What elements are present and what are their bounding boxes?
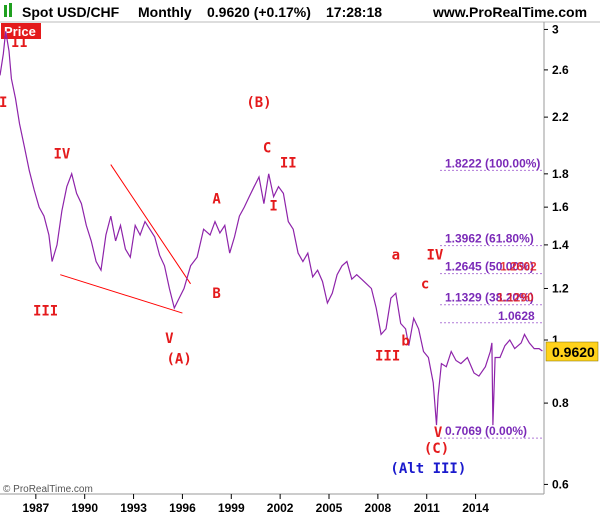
fib-level-label: 1.2645 (50.00%) [445,260,534,274]
price-badge-bg [1,23,41,39]
last-price-tag-bg [545,341,599,362]
wave-label: II [280,156,297,172]
y-tick-label: 1.2 [552,281,569,295]
header-period: Monthly [138,4,192,20]
y-tick-label: 1.8 [552,167,569,181]
x-tick-label: 2014 [462,501,489,515]
candle-icon [4,5,7,17]
fib-levels: 1.8222 (100.00%) 1.3962 (61.80%) 1.2645 (5… [440,156,544,439]
y-tick-label: 2.6 [552,63,569,77]
x-ticks: 1987 1990 1993 1996 1999 2002 2005 2008 2011 2014 [22,494,489,515]
last-price-tag: 0.9620 [552,344,595,360]
fib-overlap-label: 1.1290 [497,291,534,305]
y-tick-label: 2.2 [552,110,569,124]
wave-label: B [212,286,220,302]
trendlines [60,164,191,314]
wave-label: I [269,199,277,215]
fib-level-label: 1.8222 (100.00%) [445,156,540,170]
fib-overlap-label: 1.2602 [500,260,537,274]
x-tick-label: 2008 [365,501,392,515]
x-tick-label: 1990 [71,501,98,515]
x-tick-label: 2005 [316,501,343,515]
y-tick-label: 1.6 [552,200,569,214]
copyright: © ProRealTime.com [3,484,93,495]
wave-label: III [375,349,400,365]
wave-label: (C) [424,441,449,457]
wave-label: a [392,247,400,263]
wave-label: b [401,334,409,350]
header-site: www.ProRealTime.com [432,4,587,20]
fib-level-label: 1.1329 (38.20%) [445,291,534,305]
x-tick-label: 2011 [414,501,440,515]
wave-label: A [212,192,221,208]
wave-label: IV [426,247,443,263]
fib-level-label: 0.7069 (0.00%) [445,424,527,438]
wave-label: c [421,276,429,292]
wave-label: I [0,95,7,111]
y-tick-label: 0.8 [552,396,569,410]
x-tick-label: 1987 [22,501,49,515]
wave-label: III [33,304,58,320]
fib-level-label: 1.0628 [498,309,535,323]
header-quote: 0.9620 (+0.17%) [207,4,311,20]
wave-label: (B) [246,95,271,111]
y-ticks: 0.6 0.8 1 1.2 1.4 1.6 1.8 2.2 2.6 3 [544,22,569,491]
y-tick-label: 1 [552,333,559,347]
wave-label: (A) [167,352,192,368]
candle-icon-2 [9,3,12,17]
x-tick-label: 2002 [267,501,294,515]
x-tick-label: 1999 [218,501,245,515]
x-tick-label: 1993 [120,501,147,515]
y-tick-label: 0.6 [552,477,569,491]
header-time: 17:28:18 [326,4,382,20]
fib-level-label: 1.3962 (61.80%) [445,232,534,246]
wave-label: II [11,35,28,51]
trendline-upper [110,164,191,285]
wave-label: V [434,425,443,441]
wave-label: C [263,141,271,157]
header-symbol: Spot USD/CHF [22,4,120,20]
price-badge: Price [4,24,36,39]
y-tick-label: 1.4 [552,238,569,252]
y-tick-label: 3 [552,22,559,36]
trendline-lower [60,274,183,314]
x-tick-label: 1996 [169,501,196,515]
wave-label: IV [53,147,70,163]
wave-label: V [165,331,174,347]
wave-label: (Alt III) [390,461,466,477]
price-line [0,31,543,426]
